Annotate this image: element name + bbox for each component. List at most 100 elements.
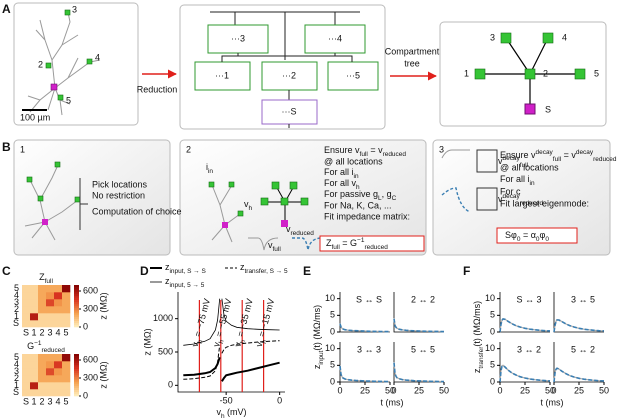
text-part: L [378, 195, 382, 202]
line [339, 323, 390, 333]
text-part: decay [503, 155, 521, 162]
heatmap-cell [54, 292, 63, 300]
tree-node [524, 103, 536, 115]
heatmap-cell [54, 361, 63, 369]
heatmap-cell [30, 299, 39, 307]
location-marker [74, 196, 81, 203]
colorbar-tick-label: 600 [83, 354, 98, 364]
x-tick-label: 1 [31, 396, 36, 406]
heatmap-cell [46, 292, 55, 300]
colorbar-step [74, 370, 79, 374]
line [339, 365, 391, 383]
node-label: 1 [464, 68, 469, 78]
text-part: in [208, 168, 213, 175]
text-part: 0 [517, 236, 521, 243]
step-text: For passive gL, gC [324, 189, 397, 201]
line [339, 323, 390, 333]
heatmap-cell [22, 354, 31, 362]
node-label: 2 [543, 68, 548, 78]
x-tick-label: 0 [551, 385, 556, 395]
colorbar-step [74, 383, 79, 386]
heatmap-cell [38, 285, 47, 293]
text-part: (t) (MΩ/ms) [312, 305, 322, 351]
x-tick-label: 5 [63, 396, 68, 406]
colorbar-tick-label: 0 [83, 321, 88, 331]
tree-node [524, 68, 536, 80]
line [553, 367, 605, 383]
y-tick-label: 0 [330, 326, 335, 336]
heatmap-cell [54, 389, 63, 397]
heatmap-cell [46, 285, 55, 293]
node-label: 5 [594, 68, 599, 78]
step-text: For all iin [324, 167, 359, 179]
panel-label: A [2, 2, 11, 16]
equation-box [496, 227, 578, 244]
heatmap-cell [46, 354, 55, 362]
location-label: 4 [95, 52, 100, 62]
legend-label: ztransfer, S → 5 [240, 262, 288, 274]
panel-label: E [303, 264, 311, 278]
panel-a-box-1 [13, 2, 139, 126]
x-tick-label: S [23, 327, 29, 337]
annotation-label: vh = −35 mV [233, 298, 258, 349]
y-tick-label: 5 [490, 310, 495, 320]
trace-full [248, 237, 279, 251]
y-tick-label: 10 [485, 293, 495, 303]
tree-node [500, 32, 512, 44]
location-marker [289, 181, 298, 190]
text-part: input, 5 → 5 [170, 282, 205, 289]
heatmap-cell [22, 320, 31, 328]
colorbar-step [74, 318, 79, 321]
step-text: For all vh [324, 178, 360, 190]
text-part: full [553, 156, 561, 163]
y-tick-label: 4 [14, 359, 19, 369]
heatmap-cell [38, 361, 47, 369]
x-tick-label: 25 [520, 385, 530, 395]
text-part: reduced [291, 230, 315, 237]
compartment-label: ···5 [346, 70, 360, 80]
colorbar-step [74, 285, 79, 288]
heatmap-cell [38, 306, 47, 314]
text-part: h [221, 413, 225, 420]
step-text: No restriction [92, 190, 145, 200]
y-axis-label: z (MΩ) [142, 328, 152, 355]
colorbar-step [74, 306, 79, 309]
line [499, 318, 551, 333]
subplot-title: 3 ↔ 3 [357, 344, 381, 354]
x-tick-label: -50 [220, 395, 233, 405]
heatmap-cell [62, 389, 71, 397]
y-tick-label: 5 [14, 283, 19, 293]
colorbar-step [74, 385, 79, 388]
step-number: 2 [186, 144, 191, 154]
text-part: h [260, 339, 268, 345]
colorbar-step [74, 312, 79, 315]
panel-b-box-2 [179, 139, 427, 256]
heatmap-cell [62, 361, 71, 369]
text-part: Z [39, 272, 45, 282]
text-part: decay [576, 149, 594, 156]
text-part: Ensure v [324, 145, 360, 155]
colorbar-step [74, 293, 79, 296]
colorbar-step [74, 368, 79, 372]
text-part: v [216, 407, 221, 417]
step-text: Computation of choice [92, 206, 182, 216]
trace-reduced [292, 237, 323, 251]
annotation-label: vh = −75 mV [190, 298, 215, 349]
location-marker [57, 94, 64, 101]
heatmap-cell [38, 354, 47, 362]
heatmap-cell [46, 306, 55, 314]
heatmap-cell [54, 375, 63, 383]
text-part: i [206, 162, 208, 172]
subplot-title: S ↔ 3 [516, 294, 541, 304]
heatmap-cell [62, 320, 71, 328]
heatmap-cell [54, 299, 63, 307]
colorbar-tick-label: 300 [83, 303, 98, 313]
location-marker [237, 210, 244, 217]
heatmap-cell [62, 306, 71, 314]
soma-marker [42, 219, 48, 225]
text-part: = α [520, 230, 535, 240]
step-number: 1 [20, 144, 25, 154]
heatmap-cell [46, 361, 55, 369]
x-tick-label: 2 [39, 327, 44, 337]
text-part: = −35 mV [235, 298, 255, 341]
